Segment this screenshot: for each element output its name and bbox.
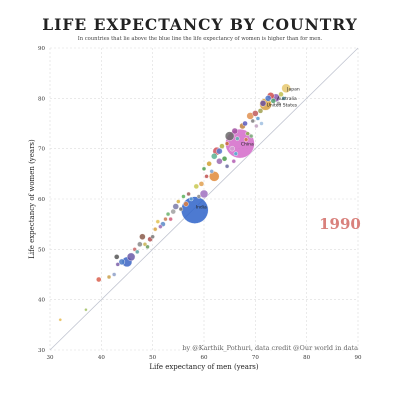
point-label: Japan <box>286 86 300 92</box>
data-point <box>150 234 155 239</box>
data-point <box>209 171 220 182</box>
data-point <box>216 147 223 155</box>
data-point <box>249 133 254 139</box>
data-point <box>233 151 239 156</box>
x-axis-label: Life expectancy of men (years) <box>149 363 259 371</box>
point-label: United States <box>267 102 298 108</box>
data-point <box>281 83 291 93</box>
data-point <box>254 123 259 129</box>
data-point <box>193 183 200 190</box>
y-tick-label: 40 <box>38 298 45 304</box>
data-point <box>186 191 191 197</box>
data-point <box>137 241 143 248</box>
data-points <box>58 83 291 322</box>
reference-line-group <box>49 47 359 351</box>
data-point <box>224 164 230 169</box>
data-point <box>229 145 235 152</box>
data-point <box>259 121 264 126</box>
data-point <box>231 127 239 135</box>
data-point <box>278 91 284 98</box>
y-tick-label: 30 <box>38 348 45 354</box>
chart-subtitle: In countries that lie above the blue lin… <box>77 36 323 42</box>
data-point <box>235 136 240 141</box>
data-point <box>196 194 202 199</box>
y-tick-label: 90 <box>38 46 45 52</box>
data-point <box>176 199 181 204</box>
data-point <box>139 233 146 240</box>
data-point <box>178 206 184 212</box>
data-point <box>259 100 267 107</box>
data-point <box>163 216 168 222</box>
data-point <box>183 201 189 207</box>
data-point <box>264 95 272 102</box>
data-point <box>153 226 158 232</box>
x-tick-label: 30 <box>47 355 54 361</box>
data-point <box>257 108 264 114</box>
data-point <box>58 318 62 322</box>
data-point <box>242 120 248 127</box>
data-point <box>199 189 209 199</box>
data-point <box>198 181 205 187</box>
y-tick-label: 80 <box>38 96 45 102</box>
data-point <box>204 174 209 179</box>
data-point <box>201 166 207 172</box>
data-point <box>165 211 171 217</box>
x-tick-label: 70 <box>252 355 259 361</box>
data-point <box>115 262 120 267</box>
y-axis-label: Life expectancy of women (years) <box>28 139 36 259</box>
data-point <box>231 159 236 164</box>
data-point <box>135 249 140 255</box>
data-point <box>84 308 88 312</box>
x-tick-label: 40 <box>98 355 105 361</box>
data-point <box>221 156 228 162</box>
data-point <box>181 194 186 199</box>
data-point <box>250 118 255 124</box>
data-point <box>106 274 112 280</box>
data-point <box>243 137 249 142</box>
data-point <box>216 158 223 165</box>
data-point <box>145 244 150 250</box>
data-point <box>172 203 179 210</box>
data-point <box>158 224 163 229</box>
data-point <box>276 101 281 106</box>
data-point <box>211 153 218 160</box>
data-point <box>255 116 261 121</box>
data-point <box>224 141 230 146</box>
data-point <box>224 131 235 141</box>
x-tick-label: 50 <box>149 355 156 361</box>
data-point <box>126 252 136 262</box>
data-point <box>118 258 126 266</box>
x-tick-label: 80 <box>303 355 310 361</box>
year-label: 1990 <box>319 215 361 233</box>
data-point <box>188 196 194 202</box>
point-label: China <box>241 142 254 148</box>
data-point <box>168 216 173 222</box>
x-tick-label: 90 <box>355 355 362 361</box>
data-point <box>245 131 250 136</box>
axes: 30 40 50 60 70 80 90 30 40 50 60 70 80 90 <box>38 46 362 361</box>
data-point <box>111 272 117 277</box>
data-point <box>96 276 102 283</box>
y-tick-label: 50 <box>38 247 45 253</box>
point-label: Australia <box>277 96 297 102</box>
data-point <box>270 98 276 104</box>
chart-title: LIFE EXPECTANCY BY COUNTRY <box>42 15 358 34</box>
data-point <box>170 208 176 215</box>
reference-line <box>49 47 359 351</box>
data-point <box>206 161 212 167</box>
data-point <box>155 219 161 224</box>
data-point <box>219 143 225 149</box>
data-point <box>114 254 120 260</box>
credit-text: by @Karthik_Pothuri, data credit @Our wo… <box>182 344 358 352</box>
point-label: India <box>196 205 207 211</box>
data-point <box>209 169 214 174</box>
y-tick-label: 60 <box>38 197 45 203</box>
data-point <box>252 110 259 117</box>
data-point <box>281 96 286 101</box>
x-tick-label: 60 <box>201 355 208 361</box>
y-tick-label: 70 <box>38 147 45 153</box>
